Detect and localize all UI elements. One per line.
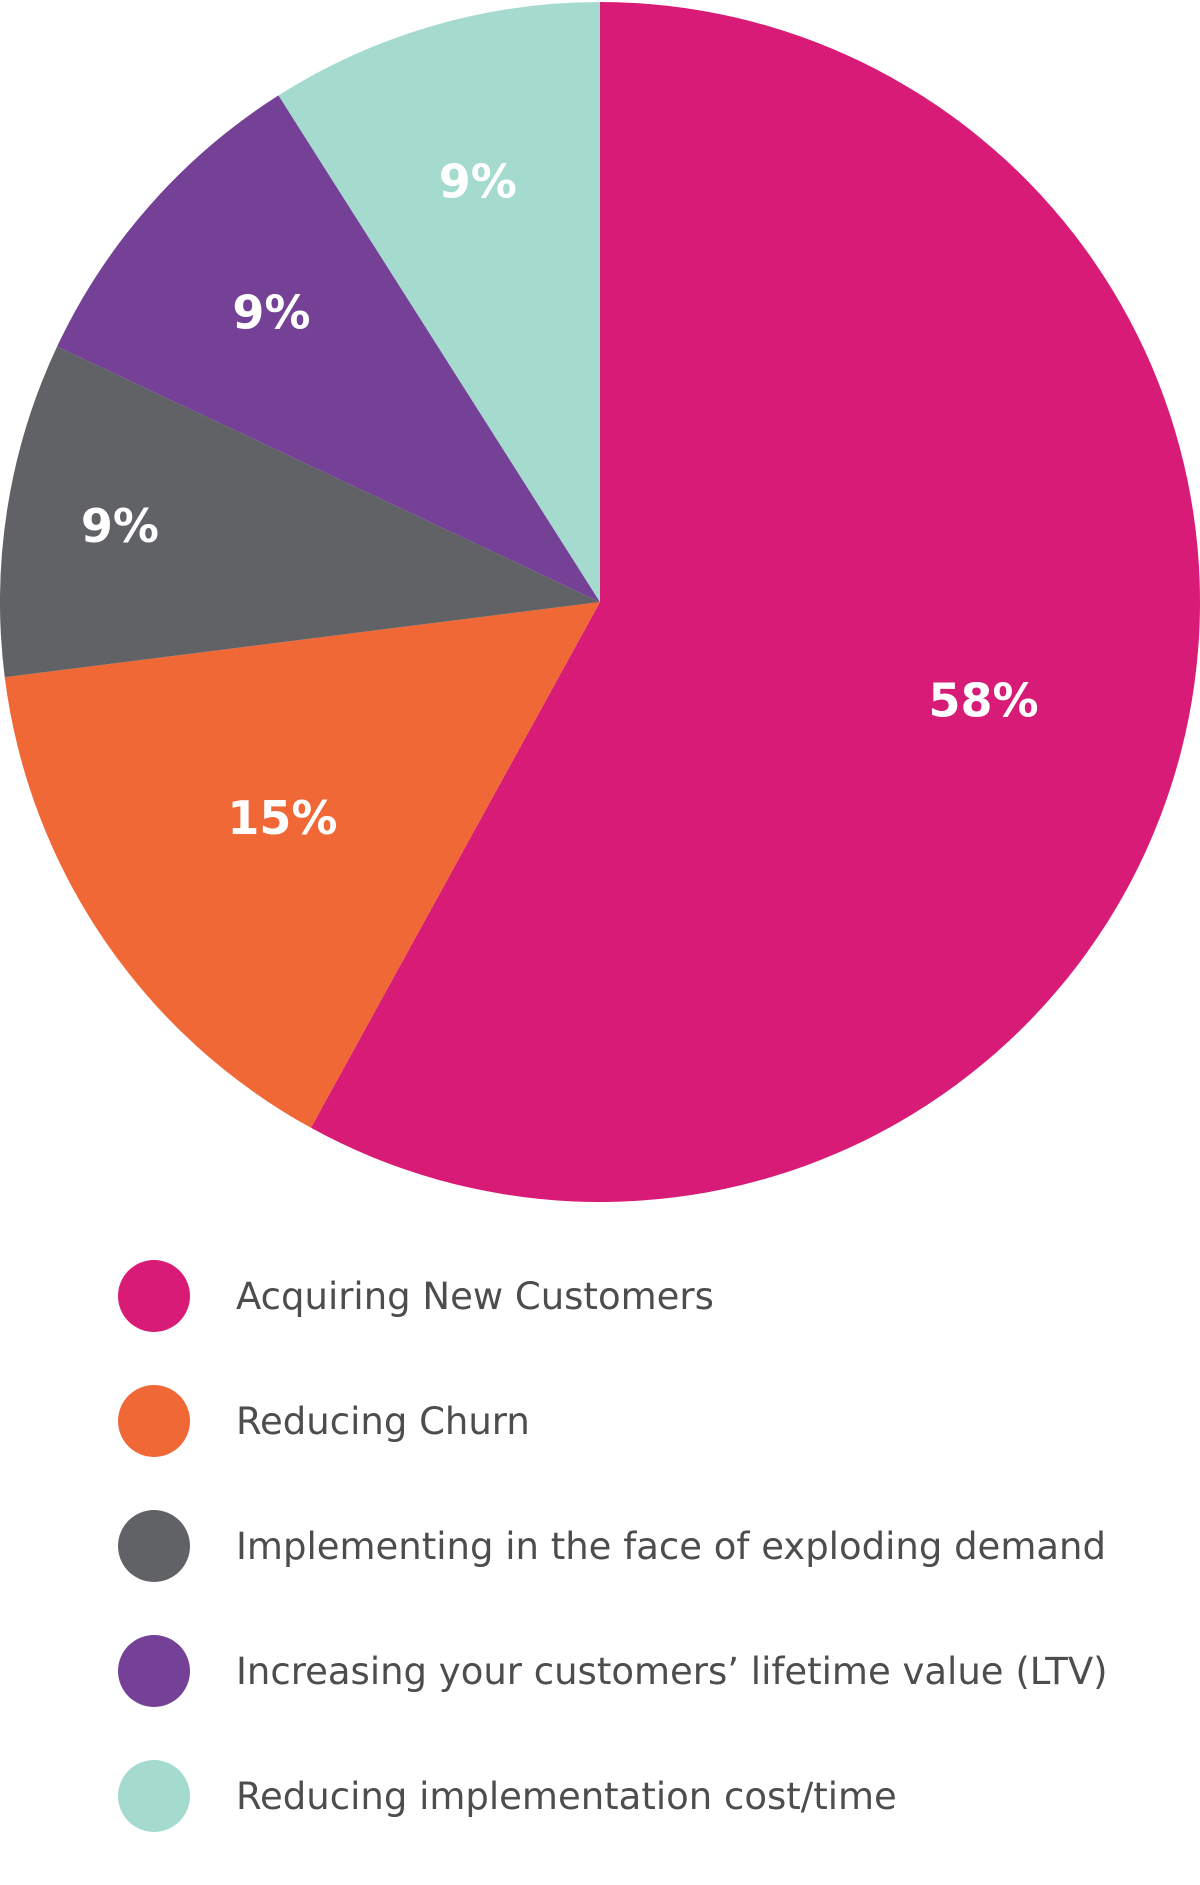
slice-data-label: 9% xyxy=(439,154,517,208)
legend-item: Acquiring New Customers xyxy=(118,1260,1178,1332)
legend-swatch xyxy=(118,1760,190,1832)
legend-label: Increasing your customers’ lifetime valu… xyxy=(236,1649,1108,1693)
legend-label: Reducing Churn xyxy=(236,1399,530,1443)
pie-slice xyxy=(278,2,600,602)
pie-slice xyxy=(4,602,600,1128)
legend-item: Implementing in the face of exploding de… xyxy=(118,1510,1178,1582)
legend-swatch xyxy=(118,1510,190,1582)
pie-slice xyxy=(57,95,601,602)
legend-item: Increasing your customers’ lifetime valu… xyxy=(118,1635,1178,1707)
pie-chart: 58% 15% 9% 9% 9% xyxy=(0,2,1200,1202)
pie-slice xyxy=(310,2,1200,1202)
legend-item: Reducing implementation cost/time xyxy=(118,1760,1178,1832)
slice-data-label: 15% xyxy=(227,791,337,845)
slice-data-label: 9% xyxy=(81,499,159,553)
legend-label: Acquiring New Customers xyxy=(236,1274,714,1318)
legend-swatch xyxy=(118,1635,190,1707)
legend-swatch xyxy=(118,1260,190,1332)
slice-data-label: 58% xyxy=(929,673,1039,727)
legend-item: Reducing Churn xyxy=(118,1385,1178,1457)
legend-label: Reducing implementation cost/time xyxy=(236,1774,897,1818)
legend: Acquiring New Customers Reducing Churn Imp… xyxy=(118,1260,1178,1885)
legend-label: Implementing in the face of exploding de… xyxy=(236,1524,1106,1568)
slice-data-label: 9% xyxy=(232,285,310,339)
pie-slice xyxy=(0,346,600,678)
legend-swatch xyxy=(118,1385,190,1457)
